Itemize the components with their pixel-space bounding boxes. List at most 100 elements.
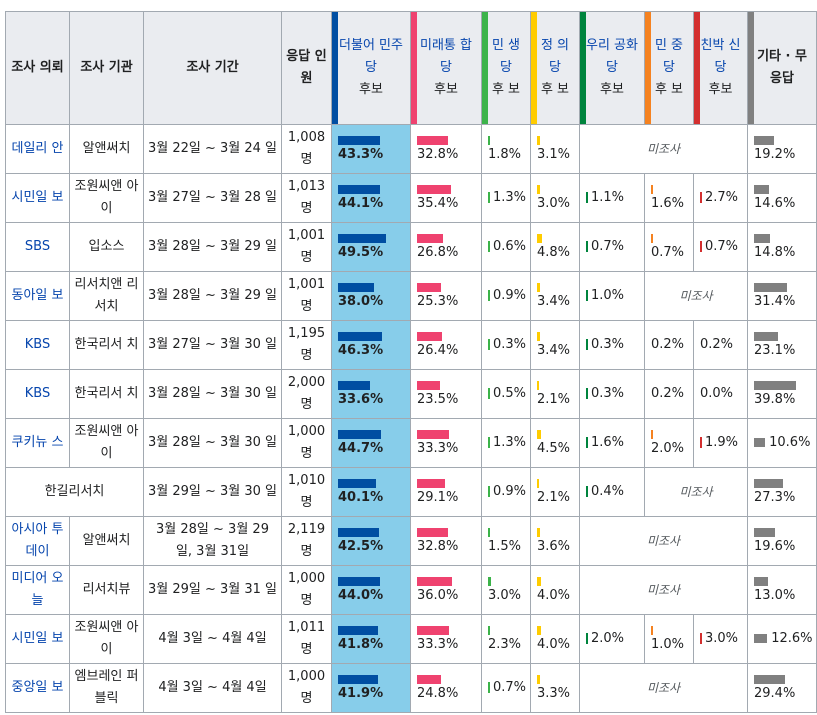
minsaeng-cell: 1.8% — [481, 124, 531, 174]
pro-park-bar — [700, 241, 702, 252]
up-cell: 23.5% — [410, 369, 482, 419]
sponsor-link[interactable]: 중앙일 보 — [5, 663, 70, 713]
table-row: KBS 한국리서 치 3월 28일 ~ 3월 30 일 2,000 명 33.6% 23.… — [5, 369, 817, 419]
table-row: 중앙일 보 엠브레인 퍼블릭 4월 3일 ~ 4월 4일 1,000 명 41.9% 24… — [5, 663, 817, 713]
minsaeng-value: 1.3% — [493, 190, 527, 205]
other-bar — [754, 479, 783, 488]
pro-park-cell: 2.7% — [693, 173, 748, 223]
sponsor-link[interactable]: 미디어 오늘 — [5, 565, 70, 615]
up-value: 32.8% — [417, 539, 459, 554]
sponsor-link[interactable]: KBS — [5, 320, 70, 370]
justice-bar — [537, 381, 540, 390]
period-cell: 3월 27일 ~ 3월 30 일 — [143, 320, 282, 370]
dp-cell: 41.8% — [331, 614, 411, 664]
other-cell: 12.6% — [747, 614, 817, 664]
sponsor-link[interactable]: SBS — [5, 222, 70, 272]
up-bar — [417, 283, 442, 292]
agency-cell: 알앤써치 — [69, 516, 144, 566]
up-value: 35.4% — [417, 196, 459, 211]
minsaeng-cell: 0.9% — [481, 467, 531, 517]
justice-cell: 4.5% — [530, 418, 580, 468]
header-agency: 조사 기관 — [69, 11, 144, 125]
header-democratic-party[interactable]: 더불어 민주당 후보 — [331, 11, 411, 125]
our-republican-bar — [586, 241, 588, 252]
up-bar — [417, 381, 440, 390]
our-republican-value: 1.0% — [591, 288, 625, 303]
our-republican-value: 2.0% — [591, 631, 625, 646]
sponsor-link[interactable]: 데일리 안 — [5, 124, 70, 174]
pro-park-value: 0.2% — [700, 337, 734, 352]
justice-value: 2.1% — [537, 392, 571, 407]
justice-cell: 2.1% — [530, 467, 580, 517]
justice-value: 2.1% — [537, 490, 571, 505]
minsaeng-cell: 0.3% — [481, 320, 531, 370]
other-bar — [754, 438, 766, 447]
other-value: 23.1% — [754, 343, 796, 358]
sample-size-cell: 1,195 명 — [281, 320, 332, 370]
up-bar — [417, 675, 441, 684]
our-republican-cell: 2.0% — [579, 614, 645, 664]
sponsor-link[interactable]: 아시아 투데이 — [5, 516, 70, 566]
other-bar — [754, 234, 770, 243]
dp-bar — [338, 332, 383, 341]
agency-cell: 엠브레인 퍼블릭 — [69, 663, 144, 713]
justice-cell: 4.8% — [530, 222, 580, 272]
justice-cell: 3.0% — [530, 173, 580, 223]
sponsor-link[interactable]: 시민일 보 — [5, 173, 70, 223]
sponsor-link[interactable]: 동아일 보 — [5, 271, 70, 321]
table-row: 시민일 보 조원씨앤 아이 3월 27일 ~ 3월 28 일 1,013 명 44.1%… — [5, 173, 817, 223]
other-value: 19.2% — [754, 147, 796, 162]
our-republican-bar — [586, 290, 588, 301]
table-row: 쿠키뉴 스 조원씨앤 아이 3월 28일 ~ 3월 30 일 1,000 명 44.7%… — [5, 418, 817, 468]
justice-cell: 4.0% — [530, 614, 580, 664]
header-united-future-party[interactable]: 미래통 합당 후보 — [410, 11, 482, 125]
minjung-value: 0.7% — [651, 245, 685, 260]
period-cell: 3월 29일 ~ 3월 30 일 — [143, 467, 282, 517]
table-row: 시민일 보 조원씨앤 아이 4월 3일 ~ 4월 4일 1,011 명 41.8% 33.… — [5, 614, 817, 664]
dp-bar — [338, 577, 381, 586]
other-cell: 19.2% — [747, 124, 817, 174]
other-bar — [754, 675, 785, 684]
pro-park-cell: 0.0% — [693, 369, 748, 419]
other-cell: 14.8% — [747, 222, 817, 272]
other-cell: 13.0% — [747, 565, 817, 615]
minsaeng-cell: 1.3% — [481, 418, 531, 468]
our-republican-bar — [586, 486, 588, 497]
dp-value: 33.6% — [338, 392, 384, 407]
dp-cell: 44.7% — [331, 418, 411, 468]
dp-bar — [338, 185, 381, 194]
our-republican-value: 1.6% — [591, 435, 625, 450]
up-bar — [417, 430, 449, 439]
other-cell: 14.6% — [747, 173, 817, 223]
table-row: 아시아 투데이 알앤써치 3월 28일 ~ 3월 29 일, 3월 31일 2,119… — [5, 516, 817, 566]
sample-size-cell: 1,000 명 — [281, 565, 332, 615]
minsaeng-bar — [488, 486, 490, 497]
period-cell: 3월 27일 ~ 3월 28 일 — [143, 173, 282, 223]
header-pro-park-party[interactable]: 친박 신당 후보 — [693, 11, 748, 125]
table-row: 미디어 오늘 리서치뷰 3월 29일 ~ 3월 31 일 1,000 명 44.0% 36… — [5, 565, 817, 615]
minjung-cell: 1.0% — [644, 614, 694, 664]
agency-cell: 한국리서 치 — [69, 320, 144, 370]
header-row: 조사 의뢰 조사 기관 조사 기간 응답 인원 더불어 민주당 후보 미래통 합당… — [5, 11, 817, 125]
header-sample-size: 응답 인원 — [281, 11, 332, 125]
minsaeng-value: 1.3% — [493, 435, 527, 450]
our-republican-value: 1.1% — [591, 190, 625, 205]
header-our-republican-party[interactable]: 우리 공화 당 후보 — [579, 11, 645, 125]
other-cell: 31.4% — [747, 271, 817, 321]
sponsor-link[interactable]: 시민일 보 — [5, 614, 70, 664]
minsaeng-bar — [488, 682, 490, 693]
pro-park-cell: 0.7% — [693, 222, 748, 272]
up-value: 24.8% — [417, 686, 459, 701]
party-color-stripe — [531, 12, 537, 124]
dp-cell: 44.0% — [331, 565, 411, 615]
minsaeng-bar — [488, 437, 490, 448]
up-cell: 29.1% — [410, 467, 482, 517]
pro-park-cell: 0.2% — [693, 320, 748, 370]
sample-size-cell: 1,013 명 — [281, 173, 332, 223]
sponsor-link[interactable]: 쿠키뉴 스 — [5, 418, 70, 468]
sponsor-link[interactable]: KBS — [5, 369, 70, 419]
agency-cell: 리서치뷰 — [69, 565, 144, 615]
